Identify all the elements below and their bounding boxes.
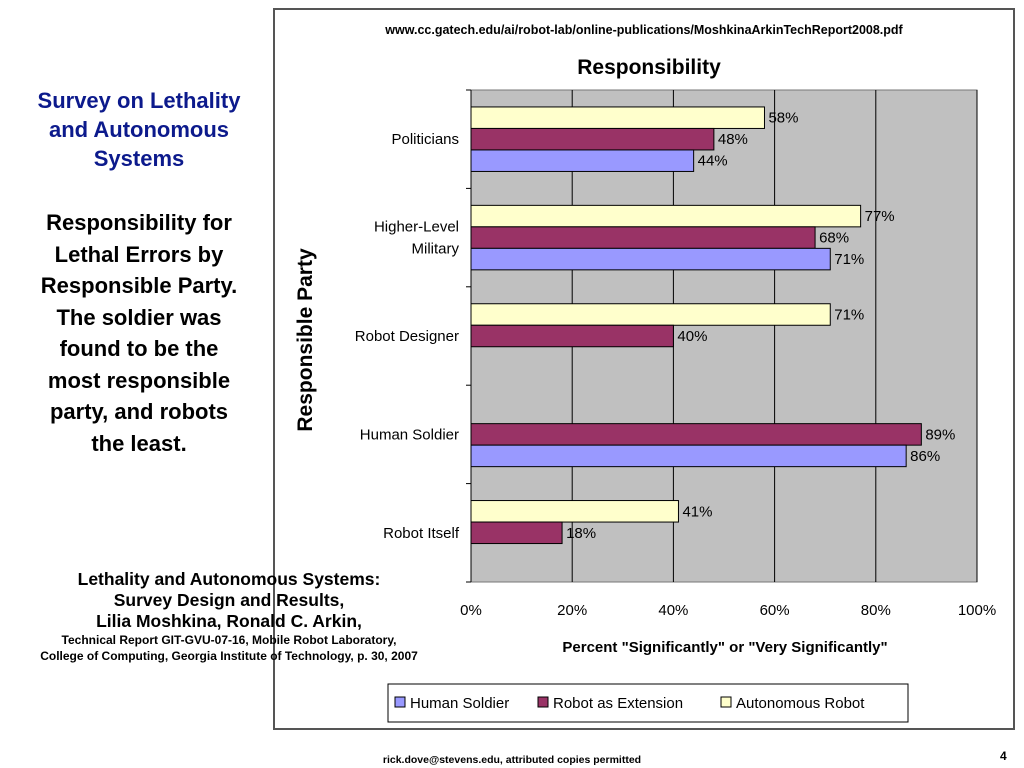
category-label: Human Soldier (360, 426, 459, 443)
x-tick-label: 60% (760, 602, 790, 619)
bar-chart: 0% 20% 40% 60% 80% 100% 58% 48% 44% Politicians 77… (294, 89, 996, 723)
legend-label: Autonomous Robot (736, 695, 865, 712)
category-label: Robot Designer (355, 328, 459, 345)
body-line: Lethal Errors by (54, 241, 224, 267)
citation-line: College of Computing, Georgia Institute … (40, 649, 418, 663)
body-line: most responsible (47, 367, 231, 393)
body-line: found to be the (59, 336, 219, 361)
bar (470, 149, 695, 172)
slide-title-line: and Autonomous (48, 117, 230, 142)
citation-line: Lilia Moshkina, Ronald C. Arkin, (96, 611, 362, 631)
x-tick-label: 100% (958, 602, 996, 619)
bar (470, 324, 674, 348)
x-tick-label: 40% (658, 602, 688, 619)
page-number: 4 (1000, 749, 1007, 763)
slide-title-line: Systems (93, 146, 185, 171)
bar (470, 106, 765, 129)
body-line: Responsible Party. (40, 273, 238, 298)
x-tick-label: 0% (460, 602, 482, 619)
data-label: 18% (566, 525, 596, 542)
x-axis-label: Percent "Significantly" or "Very Signifi… (562, 639, 887, 656)
bar (470, 204, 862, 228)
data-label: 89% (925, 426, 955, 443)
legend-box (387, 683, 909, 723)
bar (470, 303, 831, 326)
x-tick-label: 80% (861, 602, 891, 619)
legend-swatch (537, 696, 549, 708)
data-label: 41% (682, 503, 712, 520)
bar (470, 444, 907, 468)
legend-label: Human Soldier (410, 695, 509, 712)
body-line: the least. (91, 430, 187, 456)
data-label: 48% (718, 131, 748, 148)
bar (470, 127, 715, 151)
body-line: party, and robots (49, 399, 229, 424)
data-label: 86% (910, 448, 940, 465)
y-axis-label: Responsible Party (294, 248, 317, 432)
slide-body-text: Responsibility for Lethal Errors by Resp… (8, 207, 270, 459)
legend-label: Robot as Extension (553, 695, 683, 712)
data-label: 71% (834, 307, 864, 324)
bar (470, 500, 679, 523)
slide-footer: rick.dove@stevens.edu, attributed copies… (382, 754, 642, 766)
data-label: 71% (834, 251, 864, 268)
category-label: Higher-Level (374, 219, 459, 236)
citation-line: Technical Report GIT-GVU-07-16, Mobile R… (61, 633, 397, 647)
data-label: 68% (819, 230, 849, 247)
slide-title-line: Survey on Lethality (37, 88, 241, 113)
data-label: 58% (768, 110, 798, 127)
body-line: The soldier was (56, 304, 222, 330)
chart-title: Responsibility (577, 56, 721, 79)
chart-source-url: www.cc.gatech.edu/ai/robot-lab/online-pu… (385, 23, 903, 37)
bar (470, 226, 816, 249)
citation: Lethality and Autonomous Systems: Survey… (0, 569, 458, 664)
bar (470, 247, 831, 271)
category-label: Politicians (391, 131, 459, 148)
body-line: Responsibility for (46, 210, 232, 235)
slide-title: Survey on Lethality and Autonomous Syste… (8, 86, 270, 173)
x-tick-label: 20% (557, 602, 587, 619)
citation-line: Survey Design and Results, (113, 590, 345, 610)
bar (470, 521, 563, 545)
citation-line: Lethality and Autonomous Systems: (77, 569, 381, 589)
category-label: Military (412, 241, 460, 258)
data-label: 44% (698, 153, 728, 170)
legend-swatch (720, 696, 732, 708)
data-label: 40% (677, 328, 707, 345)
data-label: 77% (865, 208, 895, 225)
bar (470, 423, 922, 446)
category-label: Robot Itself (383, 525, 460, 542)
legend-swatch (394, 696, 406, 708)
